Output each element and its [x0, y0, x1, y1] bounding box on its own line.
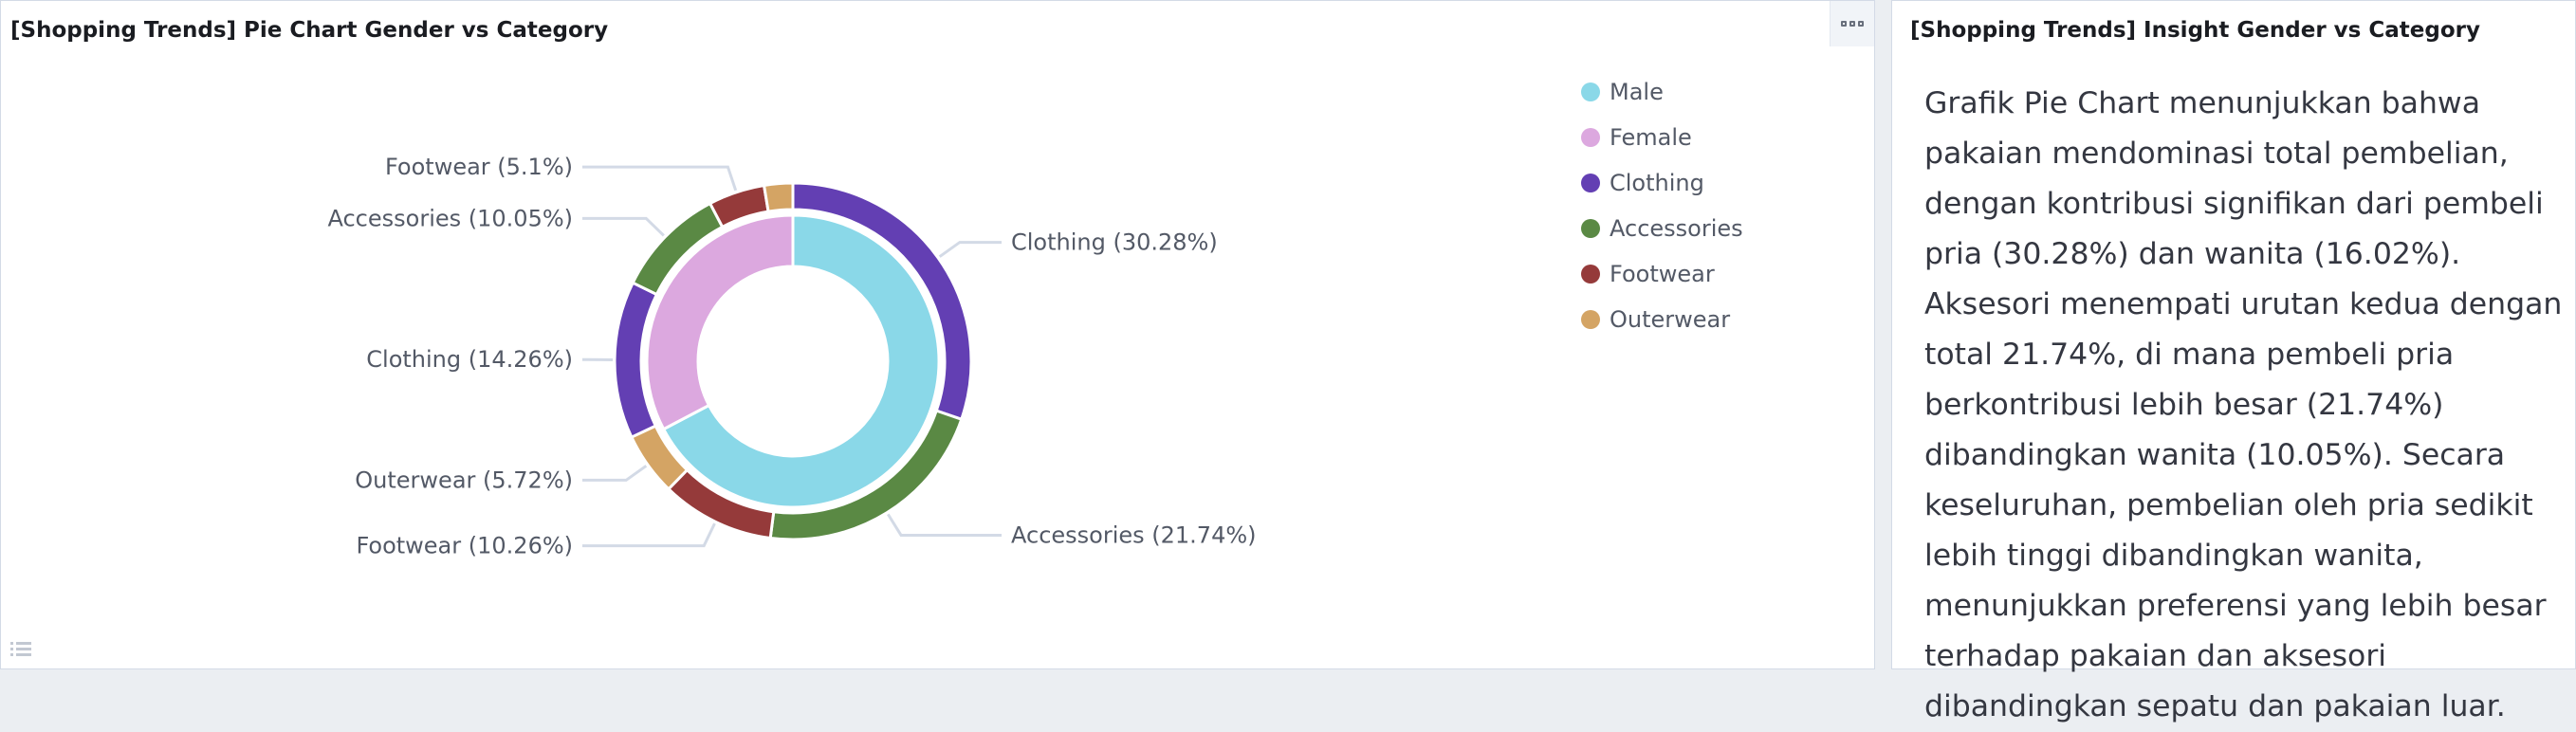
leader-line — [582, 466, 646, 480]
legend-label: Female — [1610, 124, 1692, 151]
legend-swatch — [1581, 128, 1600, 147]
leader-line — [582, 218, 664, 235]
insight-panel-title: [Shopping Trends] Insight Gender vs Cate… — [1910, 18, 2480, 43]
legend-swatch — [1581, 174, 1600, 192]
legend-swatch — [1581, 82, 1600, 101]
insight-panel: [Shopping Trends] Insight Gender vs Cate… — [1891, 0, 2576, 669]
slice-label: Accessories (21.74%) — [1011, 522, 1257, 548]
slice-label: Footwear (10.26%) — [356, 533, 573, 559]
list-icon[interactable] — [10, 642, 31, 657]
legend-label: Clothing — [1610, 170, 1704, 196]
slice-label: Outerwear (5.72%) — [355, 467, 573, 493]
outer-slice-female-outerwear[interactable] — [764, 183, 793, 211]
legend-item-male[interactable]: Male — [1581, 69, 1743, 115]
legend-label: Footwear — [1610, 261, 1715, 287]
slice-label: Clothing (30.28%) — [1011, 229, 1218, 256]
chart-panel: [Shopping Trends] Pie Chart Gender vs Ca… — [0, 0, 1875, 669]
legend-label: Outerwear — [1610, 306, 1730, 333]
legend-item-footwear[interactable]: Footwear — [1581, 251, 1743, 297]
insight-text: Grafik Pie Chart menunjukkan bahwa pakai… — [1924, 79, 2569, 732]
leader-line — [582, 167, 736, 191]
legend-item-accessories[interactable]: Accessories — [1581, 206, 1743, 251]
legend-swatch — [1581, 219, 1600, 238]
slice-label: Accessories (10.05%) — [327, 205, 573, 231]
chart-legend: Male Female Clothing Accessories Footwear Out… — [1581, 69, 1743, 342]
slice-label: Footwear (5.1%) — [385, 154, 573, 180]
legend-item-outerwear[interactable]: Outerwear — [1581, 297, 1743, 342]
leader-line — [888, 514, 1002, 535]
leader-line — [940, 243, 1002, 257]
legend-swatch — [1581, 310, 1600, 329]
legend-item-female[interactable]: Female — [1581, 115, 1743, 160]
legend-item-clothing[interactable]: Clothing — [1581, 160, 1743, 206]
legend-label: Accessories — [1610, 215, 1743, 242]
legend-swatch — [1581, 265, 1600, 284]
slice-label: Clothing (14.26%) — [366, 346, 573, 373]
leader-line — [582, 523, 714, 545]
legend-label: Male — [1610, 79, 1664, 105]
